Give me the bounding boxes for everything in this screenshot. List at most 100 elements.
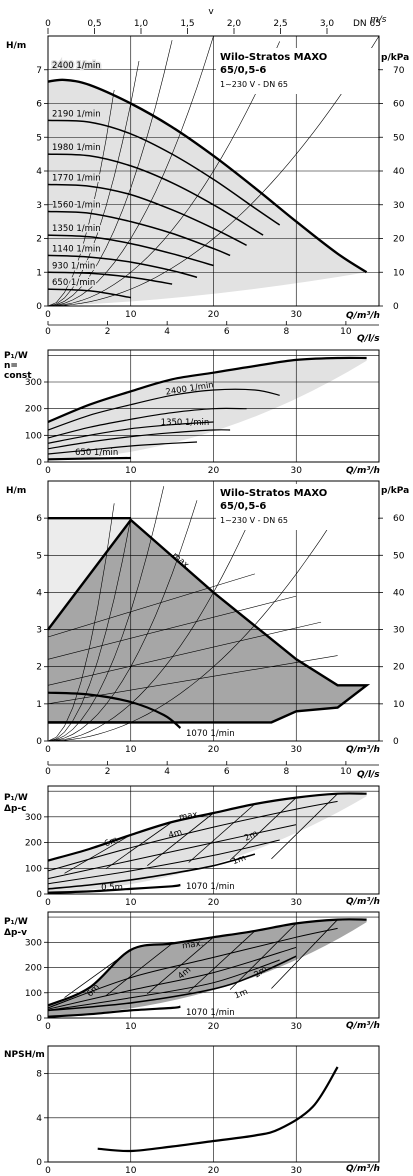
c2-speed-curve (47, 421, 214, 444)
c4-iso-line (229, 797, 297, 861)
chart2-ylabel3: const (4, 371, 32, 381)
c3-y-tick: 2 (36, 663, 42, 673)
c3-guide-line (47, 573, 255, 638)
c1-speed-curve (47, 153, 264, 236)
c2-speed-curve (47, 356, 367, 424)
c3-y-tick: 5 (36, 551, 42, 561)
qls-tick: 4 (164, 327, 170, 337)
c1-speed-label: 2190 1/min (52, 109, 101, 119)
chart6-ylabel: NPSH/m (4, 1050, 45, 1060)
top-axis-unit: m/s (370, 15, 387, 25)
top-axis-tick: 0,5 (87, 19, 101, 29)
c3-guide-line (47, 595, 297, 660)
c5-frame (47, 911, 380, 1019)
c3-y2-tick: 30 (393, 626, 405, 636)
c3-system-curve (47, 486, 355, 742)
qls-tick: 2 (105, 327, 111, 337)
top-axis-pipe: DN 65 (353, 19, 381, 29)
chart1-title-box (216, 48, 378, 94)
c5-fan-curve (47, 927, 338, 1009)
chart-head-dpc: max.1070 1/min 0 10 20 30012345601020304050… (6, 480, 409, 780)
c3-y2-tick: 40 (393, 588, 405, 598)
c1-y2-tick: 30 (393, 201, 405, 211)
chart1-note: 1~230 V - DN 65 (220, 80, 288, 89)
c1-speed-curve (47, 183, 247, 246)
c6-y-tick: 8 (36, 1070, 42, 1080)
c1-speed-curve (47, 254, 198, 279)
c1-speed-label: 1140 1/min (52, 244, 101, 254)
c5-iso-line (229, 923, 297, 990)
c4-fan-curve (47, 824, 297, 880)
c3-system-curve (47, 518, 132, 742)
c1-speed-label: 1350 1/min (52, 224, 101, 234)
c4-label-min: 1070 1/min (186, 882, 235, 892)
c2-x-tick: 10 (125, 466, 137, 476)
chart3-title: Wilo-Stratos MAXO (220, 488, 327, 499)
qls-tick: 8 (283, 327, 289, 337)
chart1-q-label: Q/l/s (357, 334, 380, 344)
c2-frame (47, 349, 380, 463)
c4-iso-line (105, 821, 173, 870)
c5-x-tick: 10 (125, 1022, 137, 1032)
c6-y-tick: 4 (36, 1114, 42, 1124)
c3-min-curve (47, 691, 182, 729)
c6-y-tick: 0 (36, 1158, 42, 1168)
c2-x-tick: 30 (291, 466, 303, 476)
c1-speed-label: 2400 1/min (52, 61, 101, 71)
c1-y-tick: 2 (36, 235, 42, 245)
qls-tick: 8 (283, 767, 289, 777)
c4-label-05m: 0,5m (101, 883, 123, 893)
c3-y2-tick: 10 (393, 700, 405, 710)
c5-fan-curve (47, 946, 297, 1010)
c5-series-curve (47, 955, 297, 1012)
c3-x-tick: 10 (125, 745, 137, 755)
c4-series-curve (47, 853, 256, 890)
c3-y2-tick: 60 (393, 514, 405, 524)
c6-x-tick: 30 (291, 1166, 303, 1176)
c1-speed-label: 1560 1/min (52, 201, 101, 211)
chart-head-curves: 2400 1/min 2190 1/min 1980 1/min 1770 1/min… (6, 35, 409, 344)
c5-x-tick: 30 (291, 1022, 303, 1032)
c1-speed-curve (47, 271, 173, 285)
c1-system-curve (47, 41, 280, 307)
c3-y-tick: 3 (36, 626, 42, 636)
c3-system-curve (47, 500, 198, 742)
c4-y-tick: 200 (25, 839, 42, 849)
c4-x-tick: 0 (45, 898, 51, 908)
c1-speed-curve (47, 234, 214, 267)
c5-operating-region (48, 919, 367, 1017)
c3-y2-tick: 0 (393, 737, 399, 747)
chart5-xlabel: Q/m³/h (346, 1021, 380, 1031)
c3-y-tick: 6 (36, 514, 42, 524)
c5-series-curve (47, 1005, 181, 1018)
c1-system-curve (47, 89, 115, 307)
top-velocity-axis: v m/s DN 65 0 0,5 1,0 1,5 2,0 2,5 3,0 (45, 7, 387, 34)
c1-y2-tick: 60 (393, 100, 405, 110)
c3-x-tick: 20 (208, 745, 220, 755)
c1-y-tick: 4 (36, 167, 42, 177)
c4-iso-line (64, 834, 131, 874)
c6-x-tick: 20 (208, 1166, 220, 1176)
c1-y-tick: 7 (36, 66, 42, 76)
c1-speed-curve (47, 210, 231, 257)
c3-y-tick: 1 (36, 700, 42, 710)
top-axis-tick: 0 (45, 19, 51, 29)
c5-y-tick: 0 (36, 1014, 42, 1024)
c4-x-tick: 20 (208, 898, 220, 908)
qls-tick: 10 (340, 767, 352, 777)
c1-system-curve (47, 35, 214, 307)
c1-speed-curve (47, 78, 368, 274)
c2-speed-curve (47, 429, 231, 450)
chart3-y2label: p/kPa (381, 486, 409, 496)
top-axis-tick: 2,5 (273, 19, 287, 29)
c2-x-tick: 20 (208, 466, 220, 476)
c1-x-tick: 10 (125, 310, 137, 320)
chart2-ylabel2: n= (4, 361, 18, 371)
c4-series-curve (47, 883, 181, 894)
c4-label-6m: 6m (103, 835, 119, 849)
c1-system-curve (47, 35, 380, 307)
c5-label-max: max. (182, 939, 204, 952)
